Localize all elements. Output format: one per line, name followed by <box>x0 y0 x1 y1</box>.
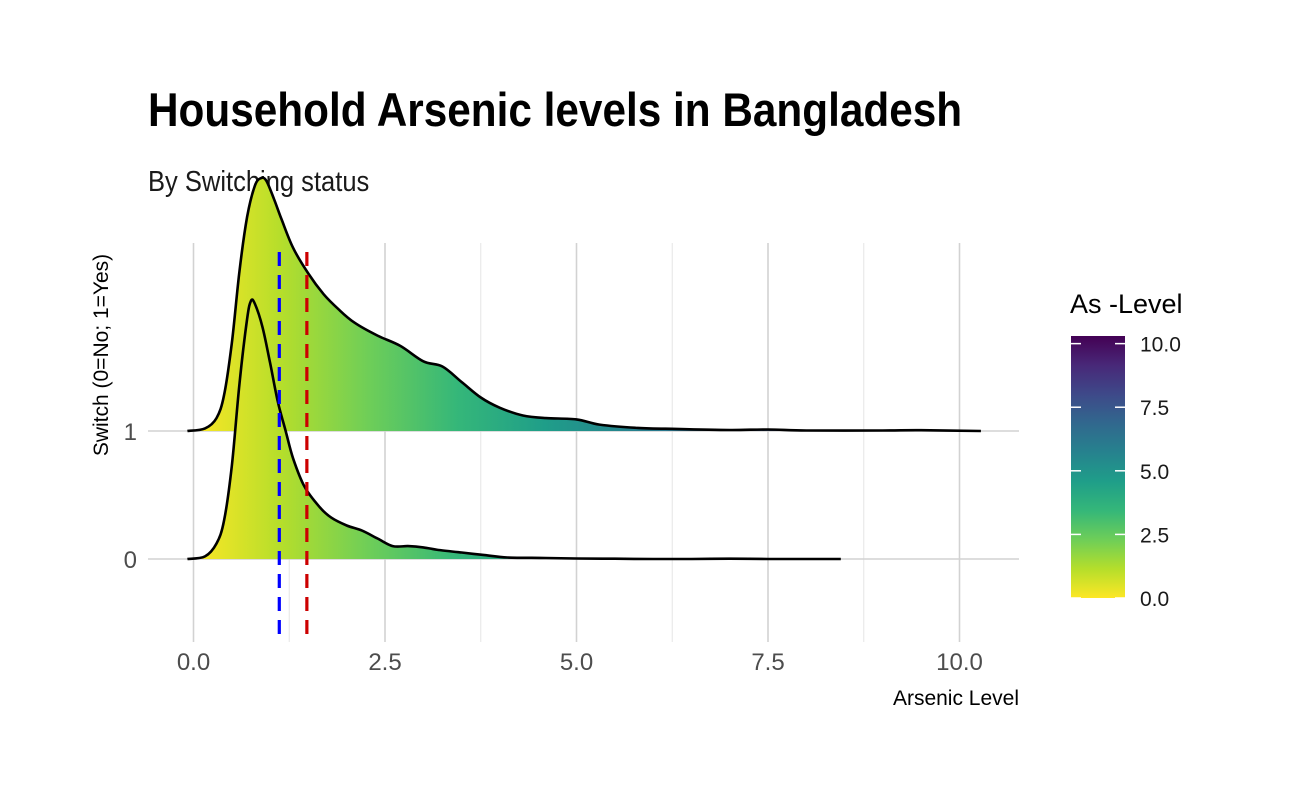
chart-title: Household Arsenic levels in Bangladesh <box>148 83 963 136</box>
ridge-line-0 <box>187 298 841 561</box>
x-tick-label: 10.0 <box>936 649 983 676</box>
y-axis-ticks: 01 <box>124 419 137 574</box>
colorbar-tick-label: 10.0 <box>1140 334 1181 357</box>
y-tick-label: 1 <box>124 419 137 446</box>
colorbar-tick-label: 7.5 <box>1140 397 1169 420</box>
x-tick-label: 7.5 <box>751 649 784 676</box>
colorbar-tick-label: 0.0 <box>1140 588 1169 611</box>
colorbar-tick-label: 2.5 <box>1140 524 1169 547</box>
x-axis-ticks: 0.0 2.5 5.0 7.5 10.0 <box>177 649 983 676</box>
ridges <box>187 176 981 561</box>
ridge-line-1 <box>187 176 981 433</box>
y-tick-label: 0 <box>124 547 137 574</box>
ridge-fill-1 <box>187 177 981 431</box>
y-axis-label: Switch (0=No; 1=Yes) <box>90 254 113 456</box>
legend-title: As -Level <box>1070 289 1183 319</box>
colorbar <box>1071 336 1125 598</box>
ridge-fill-0 <box>187 299 841 559</box>
x-tick-label: 5.0 <box>560 649 593 676</box>
color-legend: As -Level 0.0 2.5 5.0 7.5 10.0 <box>1070 289 1183 611</box>
colorbar-tick-label: 5.0 <box>1140 461 1169 484</box>
reference-lines <box>277 252 309 634</box>
x-tick-label: 0.0 <box>177 649 210 676</box>
legend-ticks: 0.0 2.5 5.0 7.5 10.0 <box>1071 334 1181 611</box>
x-tick-label: 2.5 <box>368 649 401 676</box>
x-axis-label: Arsenic Level <box>893 687 1019 710</box>
